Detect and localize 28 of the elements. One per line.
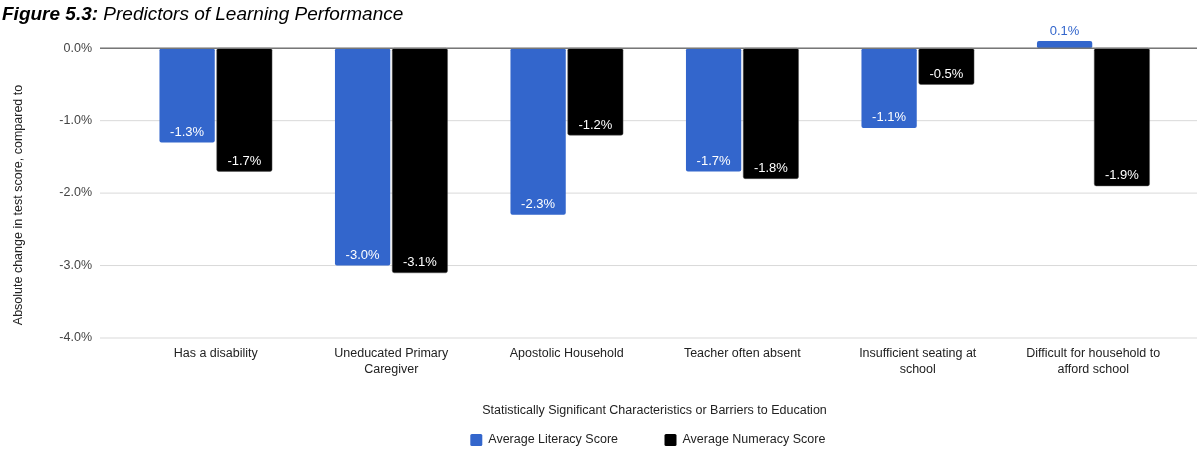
data-label: -1.2%: [578, 116, 613, 132]
y-tick-label: -3.0%: [59, 257, 92, 272]
data-label: -1.3%: [170, 123, 205, 139]
x-axis-title: Statistically Significant Characteristics or Barriers to Education: [482, 403, 827, 417]
y-tick-label: 0.0%: [63, 40, 92, 55]
data-label: -1.1%: [872, 109, 907, 125]
data-label: -3.0%: [345, 247, 381, 262]
x-tick-label: Uneducated Primary Caregiver: [334, 346, 449, 376]
x-tick-label: Difficult for household to afford school: [1026, 346, 1161, 376]
data-label: -1.7%: [696, 152, 732, 168]
y-tick-label: -4.0%: [59, 330, 92, 345]
data-label: -1.8%: [753, 160, 789, 176]
x-tick-label: Insufficient seating at school: [859, 346, 977, 376]
x-tick-label: Teacher often absent: [683, 346, 802, 360]
data-label: -1.9%: [1104, 167, 1140, 183]
data-label: -0.5%: [929, 65, 964, 81]
y-tick-label: -1.0%: [59, 112, 92, 127]
legend-label: Average Literacy Score: [488, 432, 619, 447]
legend-label: Average Numeracy Score: [682, 432, 826, 447]
y-axis-title: Absolute change in test score, compared to: [11, 84, 25, 326]
data-label: 0.1%: [1049, 23, 1080, 39]
x-tick-label: Has a disability: [173, 346, 259, 360]
y-tick-label: -2.0%: [59, 185, 92, 200]
data-label: -1.7%: [227, 152, 262, 168]
x-tick-label: Apostolic Household: [509, 346, 624, 360]
chart-title: Figure 5.3: Predictors of Learning Performance: [2, 3, 404, 24]
data-label: -3.1%: [402, 254, 438, 270]
data-label: -2.3%: [521, 196, 556, 212]
